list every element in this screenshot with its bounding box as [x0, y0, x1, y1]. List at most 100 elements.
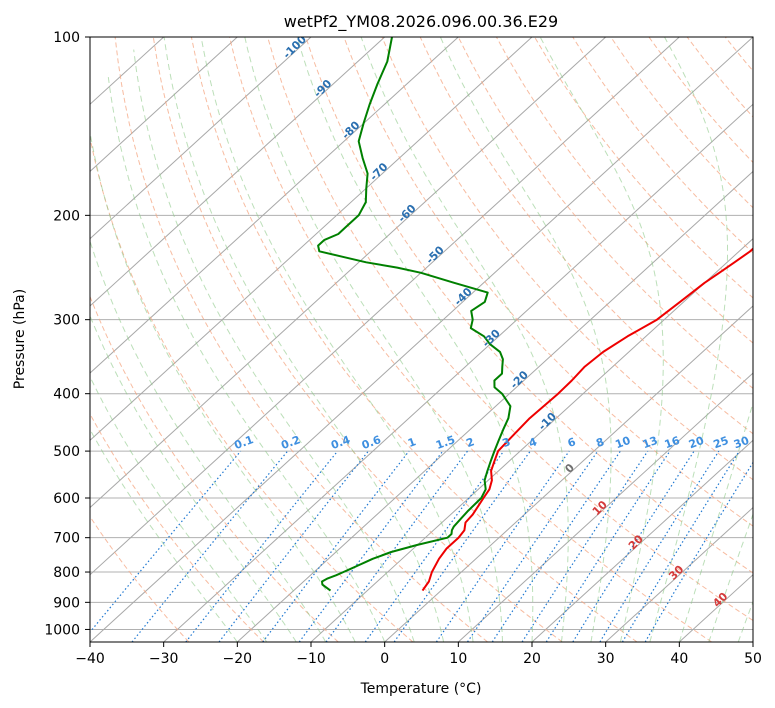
- mixing-ratio-line: [90, 450, 242, 633]
- moist-adiabat-line: [360, 37, 569, 642]
- isotherm-line: [90, 37, 680, 576]
- isotherm-line: [90, 37, 238, 173]
- y-tick-label: 700: [53, 531, 80, 547]
- y-tick-label: 1000: [44, 622, 80, 638]
- gridlines: [90, 37, 753, 642]
- isotherm-line: [531, 439, 753, 642]
- dry-adiabat-line: [381, 37, 753, 481]
- x-tick-label: −20: [223, 651, 253, 667]
- mixing-ratio-label: 8: [594, 435, 606, 450]
- x-tick-label: 20: [523, 651, 541, 667]
- mixing-ratio-label: 20: [687, 434, 706, 452]
- mixing-ratio-line: [393, 450, 531, 642]
- y-tick-label: 100: [53, 30, 80, 46]
- moist-adiabat-line: [90, 129, 356, 642]
- x-axis: −40 −30 −20 −10 0 10 20 30 40 50: [75, 642, 762, 667]
- isotherm-line: [90, 37, 753, 642]
- dry-adiabat-line: [267, 37, 753, 622]
- moist-adiabat-line: [439, 37, 612, 642]
- x-axis-title: Temperature (°C): [360, 681, 482, 697]
- mixing-ratio-line: [131, 450, 289, 642]
- mixing-ratio-label: 13: [641, 434, 660, 451]
- dry-adiabat-line: [229, 37, 712, 642]
- moist-adiabat-line: [133, 49, 415, 642]
- isotherm-line: [90, 37, 607, 509]
- moist-adiabat-line: [90, 239, 327, 642]
- moist-adiabat-line: [163, 37, 445, 642]
- x-tick-label: −40: [75, 651, 105, 667]
- plot-frame: [89, 36, 754, 643]
- chart-title: wetPf2_YM08.2026.096.00.36.E29: [284, 12, 558, 32]
- mixing-ratio-line: [545, 450, 671, 642]
- x-tick-label: 40: [670, 651, 688, 667]
- isotherm-line: [384, 305, 753, 642]
- x-tick-label: 0: [380, 651, 389, 667]
- y-tick-label: 600: [53, 491, 80, 507]
- isotherm-line: [236, 170, 753, 642]
- moist-adiabat-line: [539, 37, 664, 642]
- x-tick-label: −10: [296, 651, 326, 667]
- dry-adiabats: [90, 37, 753, 642]
- dry-adiabat-line: [152, 37, 563, 642]
- mixing-ratio-label: 10: [613, 434, 632, 452]
- mixing-ratio-label: 0.2: [279, 433, 302, 452]
- mixing-ratio-line: [491, 450, 621, 642]
- isotherm-line: [90, 37, 533, 442]
- mixing-ratio-label: 4: [527, 435, 539, 450]
- moist-adiabat-line: [649, 37, 728, 642]
- dry-adiabat-line: [343, 37, 753, 527]
- isotherm-line: [457, 372, 753, 642]
- dry-adiabat-line: [114, 37, 488, 642]
- dry-adiabat-line: [90, 135, 414, 642]
- x-tick-label: −30: [149, 651, 179, 667]
- mixing-ratio-line: [572, 450, 695, 642]
- y-tick-label: 400: [53, 387, 80, 403]
- mixing-ratio-label: 3: [501, 435, 513, 450]
- x-tick-label: 10: [449, 651, 467, 667]
- temperature-profile-line: [421, 247, 753, 592]
- dry-adiabat-line: [190, 37, 638, 642]
- mixing-ratio-line: [298, 450, 444, 642]
- mixing-ratio-line: [185, 450, 339, 642]
- dry-adiabat-line: [457, 37, 753, 389]
- dry-adiabat-line: [305, 37, 753, 574]
- moist-adiabat-line: [107, 72, 386, 642]
- y-tick-label: 300: [53, 313, 80, 329]
- mixing-ratio-label: 1: [406, 435, 418, 450]
- mixing-ratio-label: 2: [464, 435, 476, 450]
- isotherm-line: [90, 37, 312, 240]
- mixing-ratio-label: 0.1: [233, 433, 256, 452]
- mixing-ratio-label: 25: [712, 434, 731, 451]
- dewpoint-profile-line: [317, 37, 512, 592]
- mixing-ratio-line: [364, 450, 505, 642]
- dry-adiabat-line: [90, 412, 264, 642]
- y-axis: 1000 900 800 700 600 500 400 300 200 100: [44, 30, 90, 638]
- x-tick-label: 50: [744, 651, 762, 667]
- y-tick-label: 800: [53, 565, 80, 581]
- moist-adiabat-line: [708, 513, 753, 642]
- isotherm-line: [163, 103, 753, 642]
- plot-area: 0.10.20.40.611.52346810131620253036-100-…: [90, 37, 753, 642]
- dry-adiabat-line: [419, 37, 753, 435]
- dry-adiabat-line: [534, 37, 753, 299]
- moist-adiabat-line: [90, 428, 238, 642]
- moist-adiabat-line: [200, 37, 474, 642]
- mixing-ratio-label: 1.5: [434, 433, 457, 452]
- moist-adiabat-line: [296, 37, 534, 642]
- y-axis-title: Pressure (hPa): [12, 289, 28, 389]
- mixing-ratio-label: 6: [566, 435, 578, 450]
- mixing-ratio-lines: [90, 450, 753, 642]
- moist-adiabats: [90, 37, 753, 642]
- isotherm-line: [90, 37, 386, 307]
- mixing-ratio-line: [621, 450, 740, 642]
- line-labels: 0.10.20.40.611.52346810131620253036-100-…: [233, 37, 753, 610]
- moist-adiabat-line: [678, 401, 753, 642]
- mixing-ratio-line: [435, 450, 570, 642]
- mixing-ratio-line: [466, 450, 599, 642]
- y-tick-label: 500: [53, 444, 80, 460]
- mixing-ratio-line: [521, 450, 649, 642]
- sounding-curves: [317, 37, 753, 592]
- dry-adiabat-line: [495, 37, 753, 344]
